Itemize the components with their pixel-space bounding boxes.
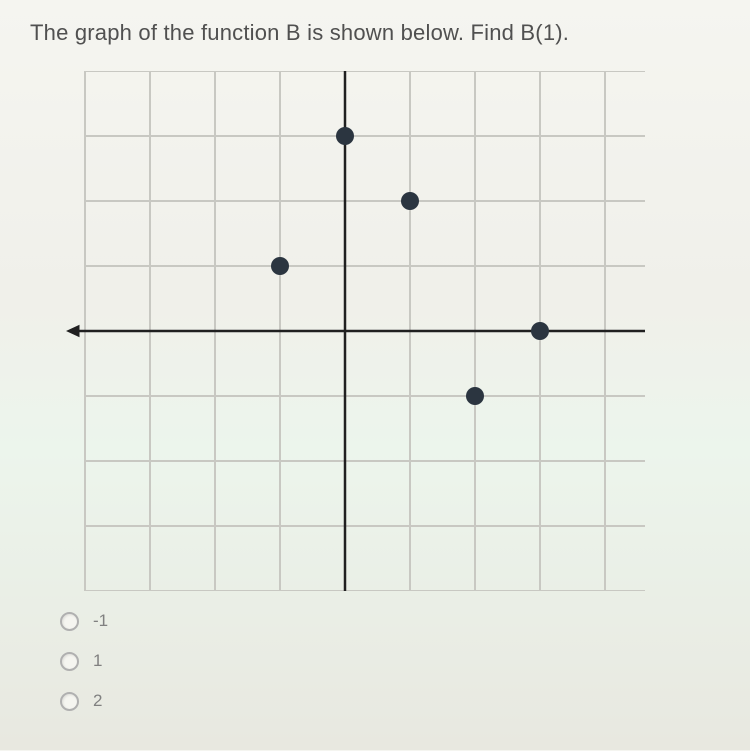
function-graph: [45, 71, 645, 591]
radio-icon[interactable]: [60, 652, 79, 671]
data-point: [466, 387, 484, 405]
data-point: [401, 192, 419, 210]
option-label: 1: [93, 651, 102, 671]
data-point: [271, 257, 289, 275]
option-label: 2: [93, 691, 102, 711]
option-row[interactable]: -1: [60, 611, 720, 631]
data-point: [336, 127, 354, 145]
option-row[interactable]: 2: [60, 691, 720, 711]
data-point: [531, 322, 549, 340]
question-text: The graph of the function B is shown bel…: [30, 20, 720, 46]
option-label: -1: [93, 611, 108, 631]
radio-icon[interactable]: [60, 692, 79, 711]
radio-icon[interactable]: [60, 612, 79, 631]
option-row[interactable]: 1: [60, 651, 720, 671]
answer-options: -1 1 2: [60, 611, 720, 711]
graph-container: [45, 71, 720, 591]
